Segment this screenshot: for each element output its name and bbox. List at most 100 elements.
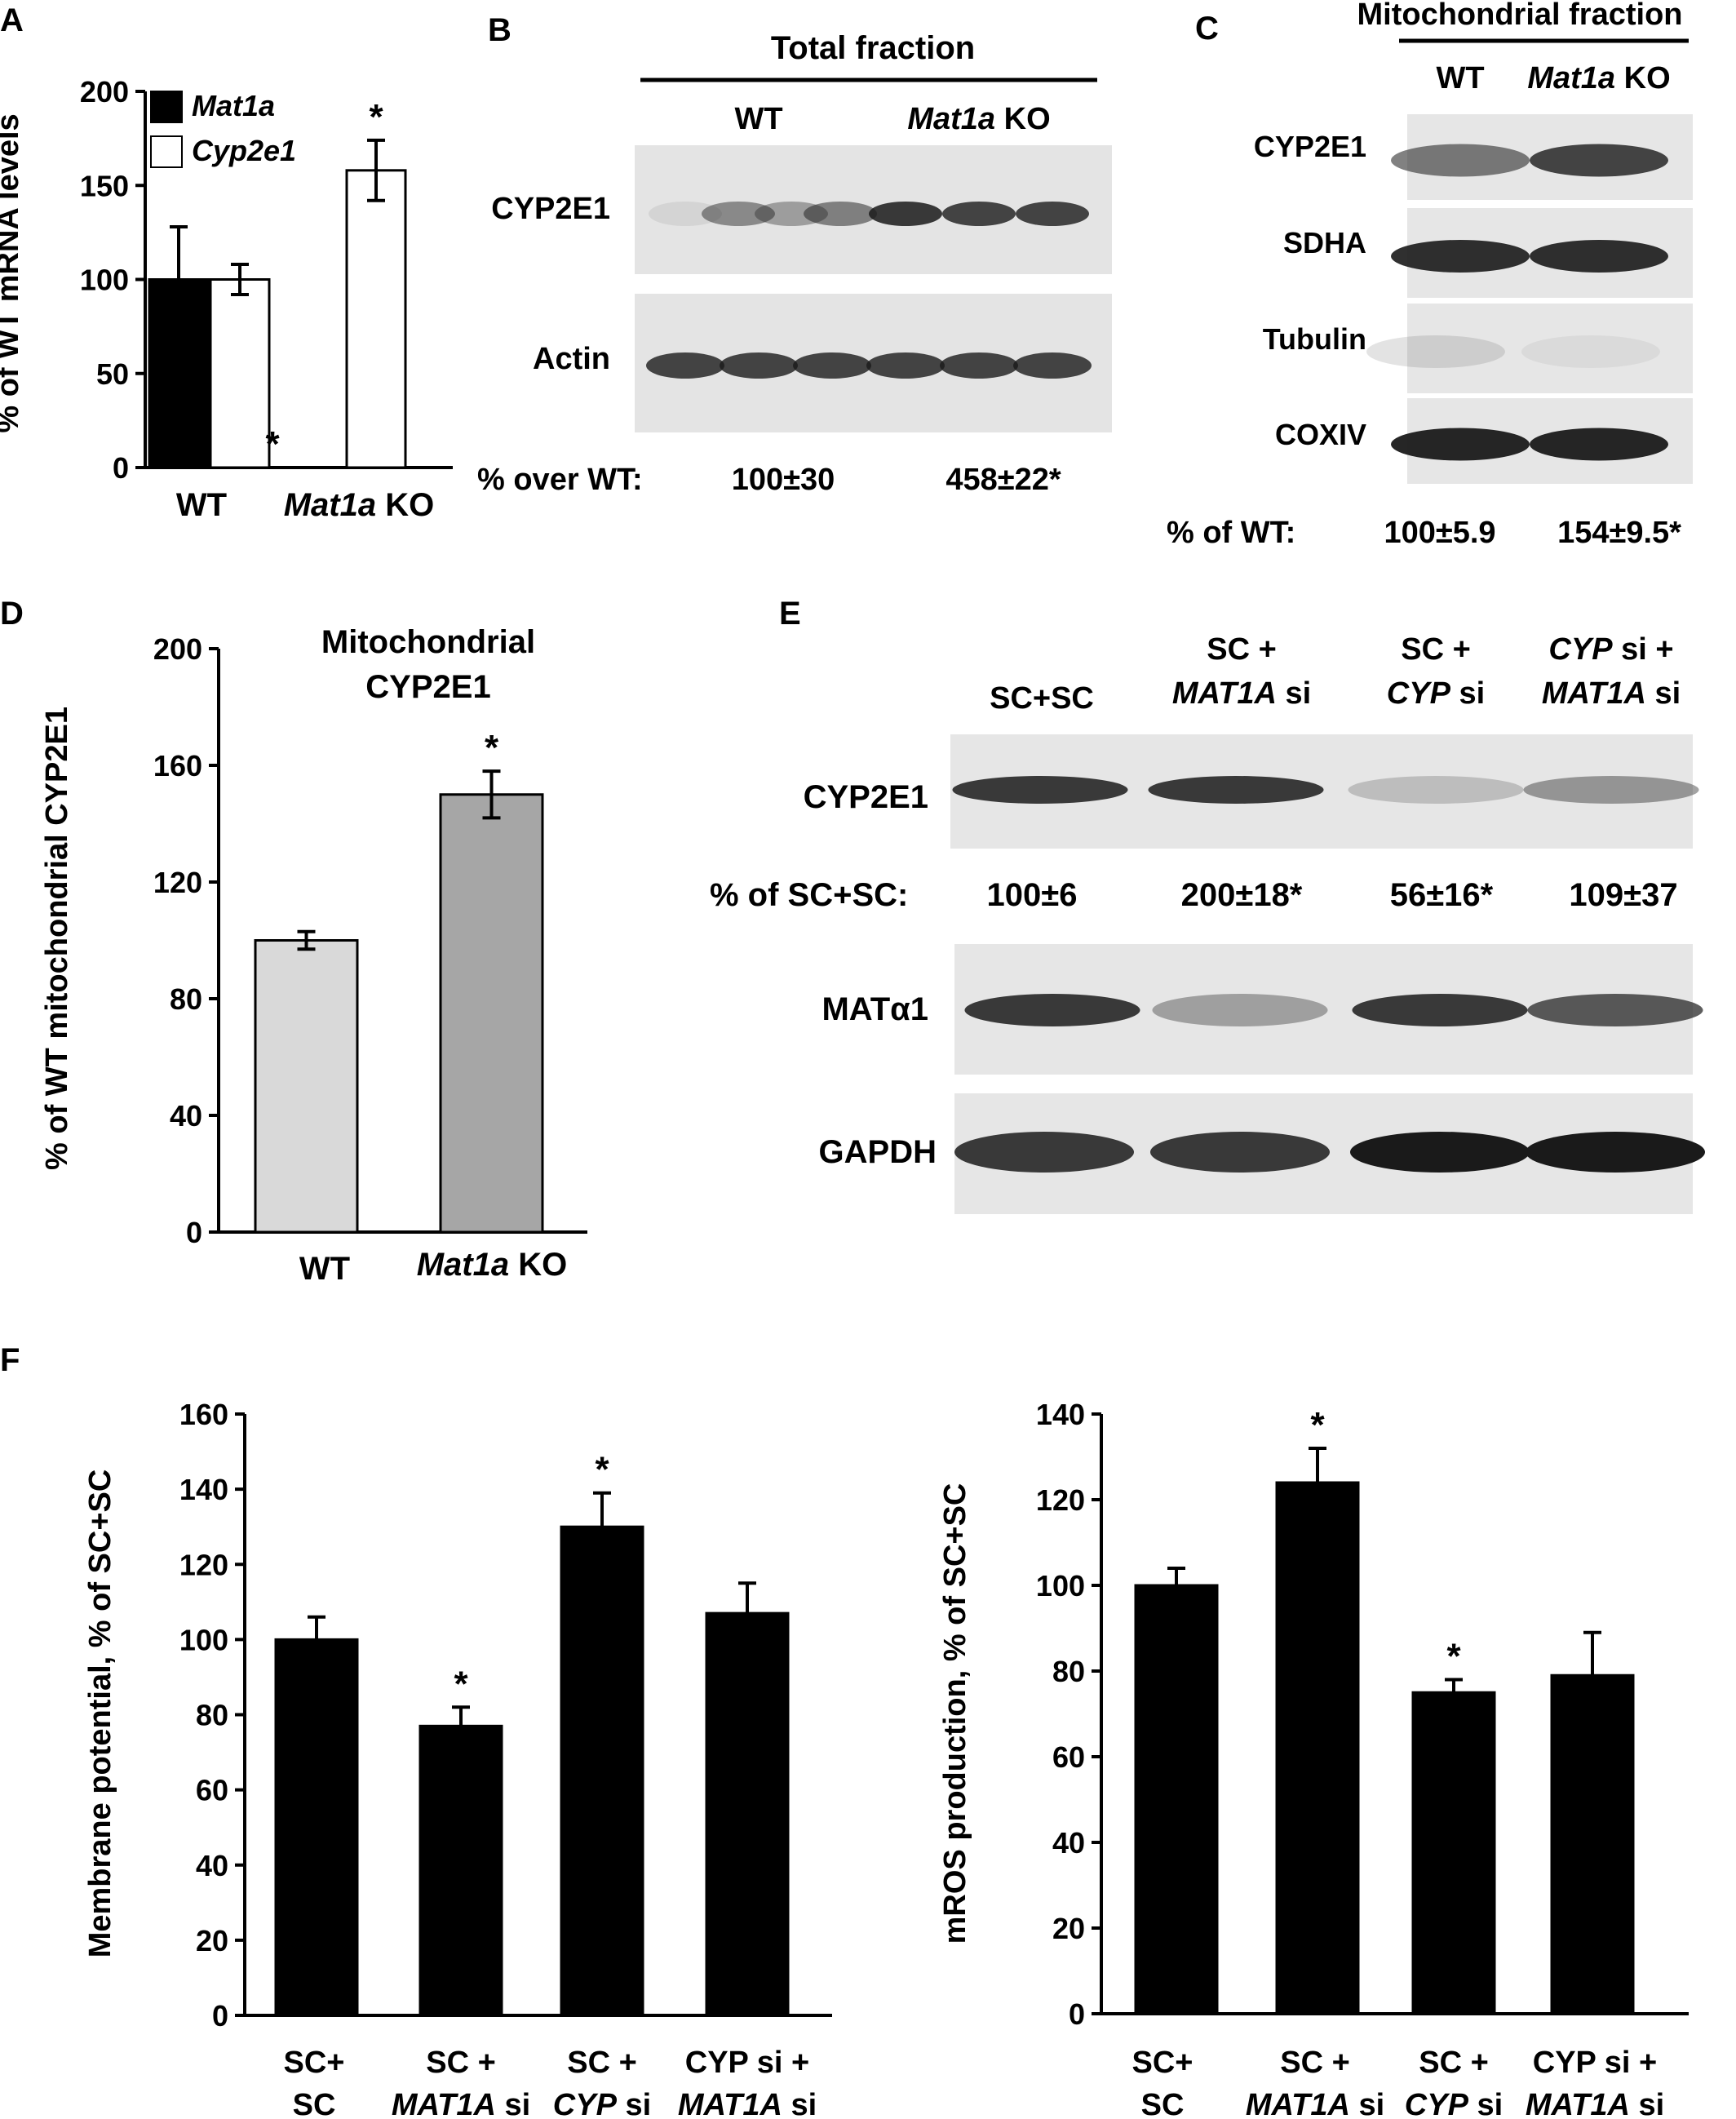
x-label-ko: Mat1a KO — [284, 487, 435, 523]
legend-a: Mat1a Cyp2e1 — [150, 89, 296, 168]
x-label-line1: SC + — [1419, 2046, 1489, 2080]
blot-band — [954, 1132, 1134, 1173]
blot-c-lane-wt: WT — [1436, 61, 1484, 95]
blot-band — [1523, 776, 1699, 804]
blot-c-quant-ko: 154±9.5* — [1557, 516, 1681, 550]
significance-star: * — [454, 1664, 468, 1704]
blot-e-quant-2: 200±18* — [1181, 877, 1303, 913]
y-tick-label: 120 — [153, 866, 202, 899]
blot-b-row-cyp2e1: CYP2E1 — [491, 192, 610, 226]
significance-star: * — [265, 424, 280, 464]
blot-c-quant-wt: 100±5.9 — [1384, 516, 1495, 550]
x-label-line2: MAT1A si — [678, 2088, 817, 2119]
y-tick-label: 50 — [96, 357, 129, 391]
bar — [439, 793, 544, 1234]
y-tick-label: 60 — [1052, 1740, 1085, 1774]
x-label-line1: SC + — [426, 2046, 496, 2080]
blot-band — [952, 776, 1128, 804]
blot-band — [1350, 1132, 1530, 1173]
significance-star: * — [369, 97, 383, 137]
bar — [1275, 1481, 1360, 2015]
panel-letter-e: E — [779, 596, 801, 632]
x-label-ko: Mat1a KO — [417, 1247, 568, 1283]
blot-b-header: Total fraction — [771, 30, 975, 66]
significance-star: * — [1446, 1637, 1461, 1677]
panel-c-blot: Mitochondrial fraction WT Mat1a KO CYP2E… — [1167, 0, 1693, 550]
blot-band — [1348, 776, 1524, 804]
y-tick-label: 200 — [153, 632, 202, 666]
blot-band — [1530, 428, 1668, 461]
significance-star: * — [1310, 1405, 1325, 1445]
x-label-line1: SC + — [567, 2046, 637, 2080]
blot-c-header: Mitochondrial fraction — [1357, 0, 1683, 32]
bar — [345, 169, 407, 469]
blot-band — [1391, 240, 1530, 273]
x-label-line1: SC+ — [284, 2046, 345, 2080]
legend-label-mat1a: Mat1a — [192, 89, 275, 122]
blot-band — [964, 994, 1140, 1026]
blot-band — [869, 202, 942, 226]
chart-a: 0 50 100 150 200 % of WT mRNA levels * * WT Mat1a… — [0, 75, 453, 523]
x-label-wt: WT — [299, 1251, 350, 1287]
chart-d-title-line2: CYP2E1 — [365, 669, 490, 705]
blot-e-quant-1: 100±6 — [987, 877, 1078, 913]
x-label-line1: SC + — [1280, 2046, 1350, 2080]
x-label-line2: MAT1A si — [1526, 2088, 1664, 2119]
y-tick-label: 0 — [113, 451, 129, 485]
x-label-line1: CYP si + — [1533, 2046, 1657, 2080]
blot-e-lane-2a: SC + — [1207, 632, 1277, 667]
blot-band — [1013, 352, 1092, 379]
blot-band — [1150, 1132, 1330, 1173]
y-tick-label: 60 — [196, 1774, 228, 1807]
chart-d-title-line1: Mitochondrial — [321, 624, 535, 660]
y-tick-label: 0 — [186, 1216, 202, 1249]
blot-c-row-sdha: SDHA — [1283, 226, 1366, 259]
y-tick-label: 20 — [196, 1924, 228, 1957]
blot-band — [1530, 144, 1668, 177]
chart-f-mros-production: 0 20 40 60 80 100 120 140 mROS production, % of … — [938, 1398, 1689, 2119]
blot-band — [1352, 994, 1528, 1026]
y-tick-label: 100 — [1036, 1569, 1085, 1603]
blot-c-row-cyp2e1: CYP2E1 — [1254, 130, 1366, 163]
x-label-line2: MAT1A si — [392, 2088, 530, 2119]
x-label-line2: SC — [1141, 2088, 1185, 2119]
blot-e-lane-3a: SC + — [1401, 632, 1471, 667]
blot-b-quant-wt: 100±30 — [732, 463, 835, 497]
blot-band — [646, 352, 724, 379]
y-tick-label: 200 — [80, 75, 129, 109]
y-tick-label: 100 — [80, 264, 129, 297]
panel-letter-c: C — [1195, 11, 1219, 47]
bar — [560, 1525, 644, 2017]
bar — [209, 278, 271, 469]
y-tick-label: 140 — [1036, 1398, 1085, 1431]
y-tick-label: 20 — [1052, 1912, 1085, 1945]
y-tick-label: 120 — [1036, 1483, 1085, 1517]
y-tick-label: 80 — [1052, 1655, 1085, 1688]
blot-e-row-cyp2e1: CYP2E1 — [804, 779, 928, 815]
y-tick-label: 150 — [80, 169, 129, 202]
blot-e-quant-3: 56±16* — [1390, 877, 1494, 913]
blot-band — [1521, 335, 1660, 368]
x-label-line1: SC+ — [1132, 2046, 1194, 2080]
blot-e-row-mata1: MATα1 — [822, 991, 928, 1027]
blot-band — [1016, 202, 1089, 226]
bar — [1411, 1691, 1496, 2015]
panel-e-blot: SC+SC SC + MAT1A si SC + CYP si CYP si +… — [710, 632, 1705, 1214]
blot-band — [942, 202, 1016, 226]
x-label-line2: CYP si — [1405, 2088, 1503, 2119]
y-axis-label: Membrane potential, % of SC+SC — [83, 1470, 117, 1958]
legend-label-cyp2e1: Cyp2e1 — [192, 134, 296, 167]
blot-band — [1527, 994, 1703, 1026]
y-tick-label: 40 — [1052, 1826, 1085, 1860]
y-tick-label: 140 — [179, 1473, 228, 1506]
legend-swatch-mat1a — [150, 91, 183, 123]
blot-band — [1391, 144, 1530, 177]
bar — [1550, 1673, 1635, 2015]
blot-b-row-actin: Actin — [533, 342, 610, 376]
blot-b-lane-wt: WT — [734, 102, 782, 136]
blot-c-row-coxiv: COXIV — [1275, 418, 1366, 451]
blot-e-lane-4b: MAT1A si — [1542, 676, 1681, 711]
panel-letter-d: D — [0, 596, 24, 632]
bar — [705, 1611, 790, 2017]
